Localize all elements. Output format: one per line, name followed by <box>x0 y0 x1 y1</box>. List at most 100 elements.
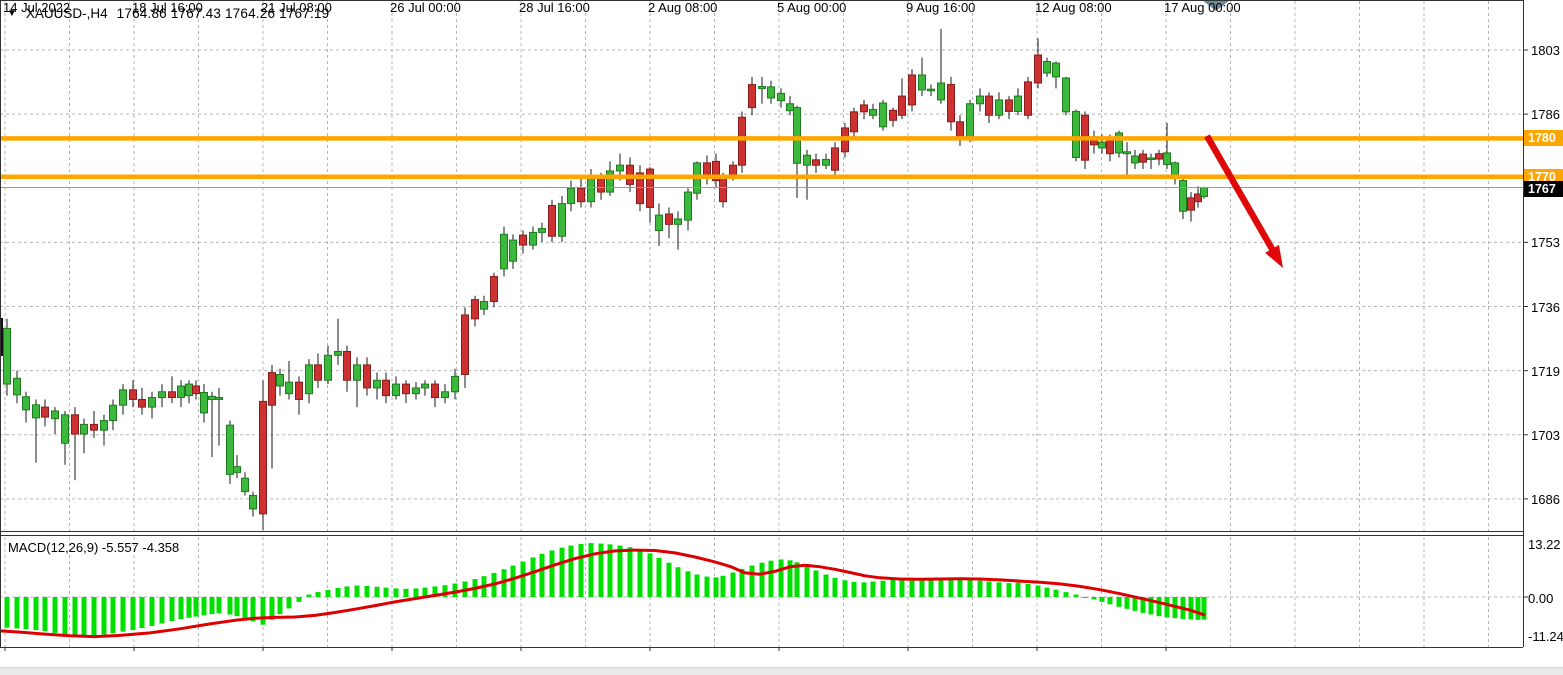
macd-signal-line <box>0 548 1206 639</box>
price-axis-label: 1803 <box>1531 43 1560 58</box>
candle-body <box>373 379 381 389</box>
candle-body <box>353 364 361 381</box>
macd-histogram-bar <box>269 597 275 620</box>
macd-histogram-bar <box>227 597 233 615</box>
macd-histogram-bar <box>938 578 944 597</box>
candle-body <box>259 400 267 515</box>
candle-body <box>1072 110 1080 159</box>
current-price-badge: 1767 <box>1524 180 1563 197</box>
macd-histogram-bar <box>666 562 672 597</box>
time-axis-label: 9 Aug 16:00 <box>906 0 976 15</box>
macd-histogram-bar <box>139 597 145 629</box>
macd-histogram-bar <box>1099 597 1105 602</box>
macd-histogram-bar <box>442 585 448 597</box>
macd-histogram-bar <box>977 580 983 597</box>
macd-histogram-bar <box>957 579 963 597</box>
macd-histogram-bar <box>842 580 848 597</box>
macd-histogram-bar <box>749 565 755 597</box>
candle-body <box>334 350 342 356</box>
candle-body <box>767 86 775 99</box>
macd-histogram-bar <box>52 597 58 633</box>
macd-histogram-bar <box>713 577 719 597</box>
ohlc-values: 1764.86 1767.43 1764.26 1767.19 <box>116 6 330 21</box>
macd-histogram-bar <box>1025 583 1031 597</box>
macd-histogram-bar <box>607 544 613 597</box>
candle-body <box>1163 152 1171 165</box>
candle-body <box>61 414 69 444</box>
down-arrow-annotation[interactable] <box>1204 134 1278 256</box>
candle-body <box>655 214 663 231</box>
candle-body <box>529 231 537 246</box>
candle-body <box>748 84 756 109</box>
candle-body <box>295 381 303 400</box>
macd-histogram-bar <box>33 597 39 631</box>
candle-body <box>1123 151 1131 155</box>
candle-body <box>1179 180 1187 212</box>
candle-body <box>480 301 488 310</box>
candle-body <box>822 158 830 166</box>
candle-body <box>32 404 40 419</box>
candle-body <box>758 85 766 89</box>
macd-histogram-bar <box>1091 597 1097 600</box>
candle-body <box>192 385 200 395</box>
macd-histogram-bar <box>539 553 545 597</box>
macd-histogram-bar <box>422 587 428 597</box>
macd-histogram-bar <box>110 597 116 634</box>
macd-histogram-bar <box>178 597 184 620</box>
macd-histogram-bar <box>730 572 736 597</box>
candle-body <box>412 387 420 395</box>
macd-histogram-bar <box>1132 597 1138 611</box>
macd-histogram-bar <box>704 576 710 597</box>
candle-body <box>538 228 546 233</box>
candle-body <box>241 477 249 493</box>
candle-body <box>519 234 527 246</box>
macd-histogram-bar <box>1006 583 1012 597</box>
chart-shift-marker-icon[interactable] <box>1202 0 1230 11</box>
macd-histogram-bar <box>1107 597 1113 605</box>
time-axis-label: 17 Aug 00:00 <box>1164 0 1241 15</box>
macd-histogram-bar <box>432 586 438 597</box>
macd-histogram-bar <box>91 597 97 636</box>
candle-body <box>1062 77 1070 113</box>
macd-histogram-bar <box>209 597 215 615</box>
macd-histogram-bar <box>374 586 380 597</box>
candle-body <box>119 389 127 406</box>
macd-histogram-bar <box>42 597 48 632</box>
symbol-period-label: XAUUSD-,H4 <box>25 6 108 21</box>
macd-histogram-bar <box>1195 597 1201 620</box>
macd-axis-label: 13.22 <box>1528 537 1561 553</box>
time-axis-label: 21 Jul 08:00 <box>261 0 332 15</box>
macd-histogram-bar <box>72 597 78 635</box>
candle-body <box>831 147 839 171</box>
candle-body <box>1131 155 1139 164</box>
time-axis-label: 2 Aug 08:00 <box>648 0 718 15</box>
candle-body <box>226 424 234 475</box>
candle-body <box>1043 61 1051 74</box>
candle-body <box>908 74 916 106</box>
candle-body <box>786 103 794 112</box>
candle-body <box>1098 141 1106 149</box>
macd-histogram-bar <box>23 597 29 630</box>
candle-body <box>509 239 517 262</box>
time-axis-label: 18 Jul 16:00 <box>132 0 203 15</box>
macd-histogram-bar <box>617 545 623 597</box>
macd-histogram-bar <box>694 574 700 597</box>
macd-histogram-bar <box>768 560 774 597</box>
candle-body <box>1200 187 1208 197</box>
macd-histogram-bar <box>1156 597 1162 617</box>
candle-body <box>343 350 351 381</box>
candle-body <box>1024 81 1032 116</box>
candle-body <box>889 109 897 121</box>
macd-histogram-bar <box>296 597 302 602</box>
footer-strip <box>0 667 1563 675</box>
candle-body <box>276 373 284 387</box>
macd-histogram-bar <box>201 597 207 616</box>
candle-body <box>1005 99 1013 112</box>
down-arrow-head <box>1265 244 1283 268</box>
macd-histogram-bar <box>1015 582 1021 597</box>
candle-body <box>1052 62 1060 78</box>
macd-histogram-bar <box>1073 594 1079 597</box>
candle-body <box>966 103 974 138</box>
macd-histogram-bar <box>1053 589 1059 597</box>
